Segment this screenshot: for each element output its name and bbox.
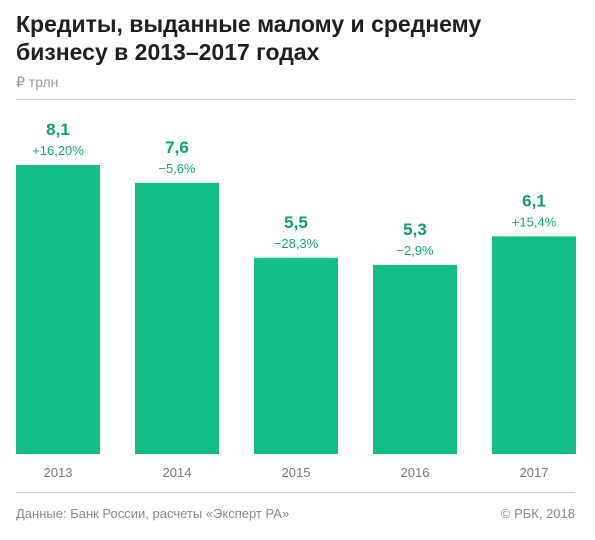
copyright-note: © РБК, 2018	[500, 506, 575, 521]
bottom-divider	[16, 492, 575, 493]
bar-value-label: 5,5	[284, 213, 308, 232]
bar	[373, 264, 457, 454]
x-tick-label: 2016	[401, 465, 430, 480]
bar-value-label: 8,1	[46, 120, 70, 139]
x-tick-label: 2017	[520, 465, 549, 480]
bar-change-label: −5,6%	[158, 161, 196, 176]
top-divider	[16, 99, 575, 100]
chart-title: Кредиты, выданные малому и среднему бизн…	[16, 11, 482, 65]
bar-change-label: +15,4%	[512, 214, 557, 229]
bar-chart: 8,1 +16,20% 2013 7,6 −5,6% 2014 5,5 −28,3% 2015 5…	[16, 120, 576, 480]
bar	[254, 257, 338, 454]
bar-value-label: 5,3	[403, 220, 427, 239]
source-note: Данные: Банк России, расчеты «Эксперт РА…	[16, 506, 290, 521]
bar-change-label: −28,3%	[274, 236, 319, 251]
bar	[16, 165, 100, 454]
unit-label: ₽ трлн	[16, 74, 59, 90]
x-tick-label: 2014	[163, 465, 192, 480]
bar-change-label: −2,9%	[396, 243, 434, 258]
bar-change-label: +16,20%	[32, 143, 84, 158]
bar-value-label: 7,6	[165, 138, 189, 157]
bar-value-label: 6,1	[522, 191, 546, 210]
x-tick-label: 2013	[44, 465, 73, 480]
bar	[492, 236, 576, 454]
bar	[135, 182, 219, 454]
x-tick-label: 2015	[282, 465, 311, 480]
